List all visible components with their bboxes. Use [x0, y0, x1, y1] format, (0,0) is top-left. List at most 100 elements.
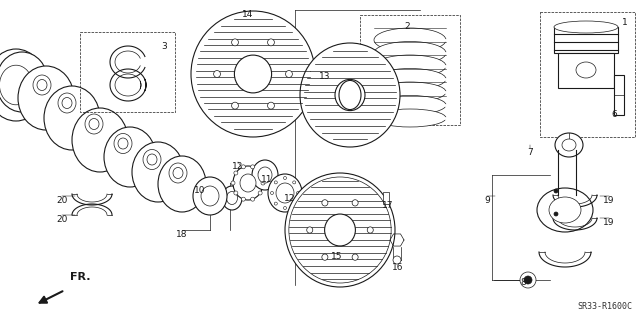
Bar — [614, 75, 624, 115]
Ellipse shape — [335, 79, 365, 111]
Ellipse shape — [374, 41, 446, 64]
Ellipse shape — [232, 39, 239, 46]
Ellipse shape — [0, 49, 46, 121]
Ellipse shape — [62, 98, 72, 108]
Ellipse shape — [554, 212, 558, 216]
Text: SR33-R1600C: SR33-R1600C — [577, 302, 632, 311]
Ellipse shape — [234, 191, 238, 195]
Ellipse shape — [234, 55, 271, 93]
Ellipse shape — [147, 154, 157, 165]
Ellipse shape — [322, 254, 328, 260]
Text: 2: 2 — [404, 22, 410, 31]
Ellipse shape — [554, 189, 558, 193]
Text: 6: 6 — [611, 110, 617, 119]
Text: 18: 18 — [176, 230, 188, 239]
Ellipse shape — [374, 95, 446, 115]
Text: 1: 1 — [622, 18, 628, 27]
Ellipse shape — [292, 181, 296, 184]
Text: 20: 20 — [56, 196, 68, 205]
Ellipse shape — [271, 191, 273, 195]
Ellipse shape — [554, 21, 618, 33]
Ellipse shape — [234, 171, 238, 175]
Ellipse shape — [268, 174, 302, 212]
Ellipse shape — [524, 276, 532, 284]
Ellipse shape — [374, 109, 446, 127]
Ellipse shape — [222, 186, 242, 210]
Ellipse shape — [118, 138, 128, 149]
Ellipse shape — [367, 227, 373, 233]
Ellipse shape — [285, 173, 395, 287]
Bar — [558, 53, 614, 88]
Ellipse shape — [252, 160, 278, 190]
Polygon shape — [390, 234, 404, 246]
Ellipse shape — [18, 66, 74, 130]
Ellipse shape — [276, 183, 294, 203]
Bar — [554, 27, 618, 53]
Ellipse shape — [58, 93, 76, 113]
Text: 14: 14 — [243, 10, 253, 19]
Ellipse shape — [169, 163, 187, 183]
Ellipse shape — [322, 200, 328, 206]
Ellipse shape — [37, 79, 47, 91]
Text: 9: 9 — [484, 196, 490, 205]
Text: 10: 10 — [195, 186, 205, 195]
Ellipse shape — [292, 202, 296, 205]
Ellipse shape — [104, 127, 156, 187]
Text: 19: 19 — [604, 196, 615, 205]
Ellipse shape — [258, 191, 262, 195]
Ellipse shape — [555, 133, 583, 157]
Ellipse shape — [520, 272, 536, 288]
Text: 20: 20 — [56, 215, 68, 224]
Text: 19: 19 — [604, 218, 615, 227]
Ellipse shape — [562, 139, 576, 151]
Ellipse shape — [251, 197, 255, 201]
Ellipse shape — [284, 176, 287, 180]
Ellipse shape — [214, 70, 220, 78]
Ellipse shape — [300, 43, 400, 147]
Ellipse shape — [352, 200, 358, 206]
Ellipse shape — [374, 55, 446, 77]
Ellipse shape — [275, 181, 277, 184]
Ellipse shape — [158, 156, 206, 212]
Ellipse shape — [227, 191, 237, 204]
Text: 15: 15 — [332, 252, 343, 261]
Bar — [80, 32, 175, 112]
Ellipse shape — [393, 256, 401, 264]
Ellipse shape — [85, 114, 103, 134]
Ellipse shape — [296, 191, 300, 195]
Ellipse shape — [72, 108, 128, 172]
Ellipse shape — [374, 69, 446, 90]
Bar — [360, 15, 460, 125]
Ellipse shape — [89, 118, 99, 130]
Ellipse shape — [201, 186, 219, 206]
Text: 7: 7 — [527, 148, 533, 157]
Ellipse shape — [537, 188, 593, 232]
Text: 17: 17 — [382, 201, 394, 210]
Ellipse shape — [549, 197, 581, 223]
Text: 3: 3 — [161, 42, 167, 51]
Text: 11: 11 — [261, 175, 273, 184]
Ellipse shape — [339, 80, 361, 109]
Ellipse shape — [251, 165, 255, 169]
Ellipse shape — [285, 70, 292, 78]
Ellipse shape — [576, 62, 596, 78]
Text: 16: 16 — [392, 263, 404, 272]
Ellipse shape — [0, 65, 33, 105]
Ellipse shape — [261, 181, 265, 185]
Ellipse shape — [193, 177, 227, 215]
Ellipse shape — [0, 52, 48, 112]
Text: 12: 12 — [284, 194, 296, 203]
Ellipse shape — [231, 181, 235, 185]
Ellipse shape — [132, 142, 184, 202]
Ellipse shape — [268, 102, 275, 109]
Ellipse shape — [240, 174, 256, 192]
Ellipse shape — [33, 75, 51, 95]
Ellipse shape — [258, 167, 272, 183]
Ellipse shape — [324, 214, 355, 246]
Ellipse shape — [258, 171, 262, 175]
Ellipse shape — [173, 167, 183, 179]
Ellipse shape — [307, 227, 313, 233]
Ellipse shape — [191, 11, 315, 137]
Polygon shape — [558, 150, 576, 195]
Ellipse shape — [268, 39, 275, 46]
